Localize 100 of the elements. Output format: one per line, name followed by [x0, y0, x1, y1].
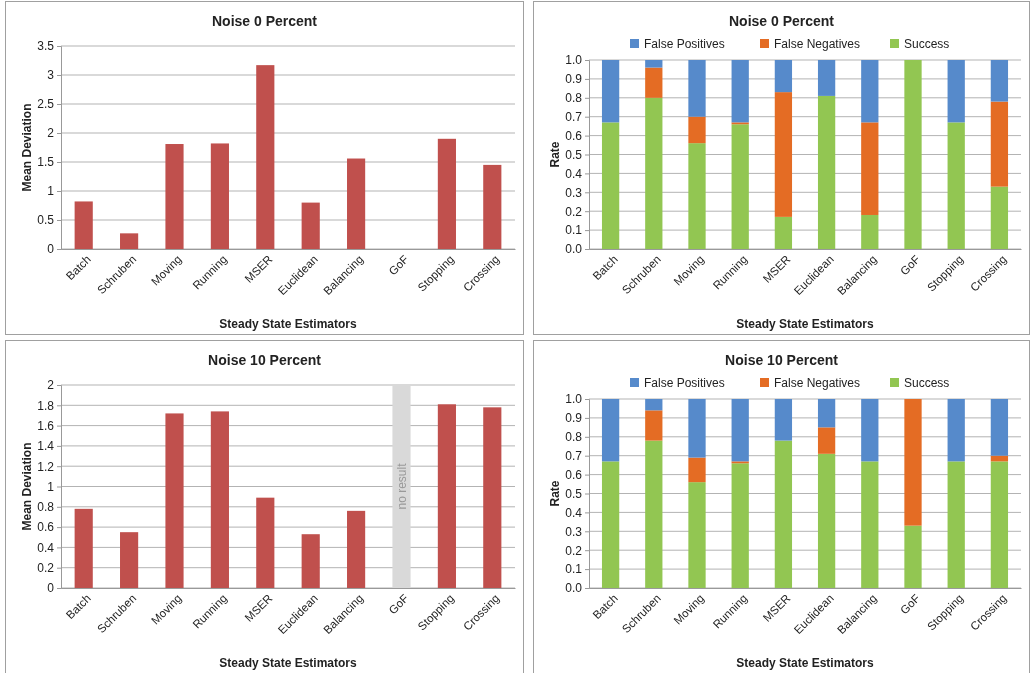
- bar: [904, 525, 922, 588]
- bar: [688, 399, 706, 458]
- y-tick-label: 0.4: [565, 166, 583, 181]
- y-tick-label: 0.1: [565, 562, 583, 577]
- y-tick-label: 0: [47, 581, 55, 596]
- y-tick-label: 0.7: [565, 110, 583, 125]
- y-tick-label: 0.0: [565, 581, 583, 596]
- bar: [645, 60, 663, 68]
- legend-label: False Positives: [644, 37, 725, 51]
- bar: [74, 508, 93, 588]
- bar: [74, 201, 93, 249]
- y-tick-label: 0.8: [565, 430, 583, 445]
- bar: [688, 116, 706, 144]
- y-tick-label: 0.4: [37, 540, 55, 555]
- y-tick-label: 0.9: [565, 72, 583, 87]
- bar: [731, 399, 749, 462]
- y-tick-label: 0.6: [565, 467, 583, 482]
- bar: [817, 453, 836, 588]
- bar: [120, 532, 139, 588]
- bar: [731, 463, 749, 588]
- y-axis-title: Mean Deviation: [20, 442, 34, 531]
- bar: [817, 427, 836, 454]
- y-tick-label: 2: [47, 126, 55, 141]
- bar: [256, 497, 275, 588]
- bar: [731, 124, 749, 249]
- y-tick-label: 0.5: [565, 147, 583, 162]
- y-tick-label: 0.6: [565, 128, 583, 143]
- bar: [165, 413, 184, 588]
- bar: [817, 399, 836, 428]
- x-axis-title: Steady State Estimators: [736, 317, 875, 331]
- x-axis-title: Steady State Estimators: [219, 656, 358, 670]
- bar: [210, 143, 229, 249]
- y-axis-title: Mean Deviation: [20, 103, 34, 192]
- y-tick-label: 3: [47, 68, 55, 83]
- bar: [645, 399, 663, 411]
- bar: [731, 60, 749, 123]
- bar: [301, 202, 320, 249]
- legend-label: False Negatives: [774, 37, 861, 51]
- bar: [645, 67, 663, 98]
- bar: [437, 138, 456, 249]
- bar: [437, 404, 456, 588]
- bar: [165, 144, 184, 249]
- chart-title: Noise 0 Percent: [211, 13, 318, 29]
- x-tick-label: GoF: [386, 253, 411, 278]
- y-tick-label: 0.6: [37, 520, 55, 535]
- bar: [256, 65, 275, 249]
- bar: [990, 186, 1009, 249]
- bar: [301, 534, 320, 588]
- y-tick-label: 2: [47, 378, 55, 393]
- x-axis-title: Steady State Estimators: [219, 317, 358, 331]
- bar: [861, 399, 879, 462]
- y-tick-label: 0.1: [565, 223, 583, 238]
- bar: [774, 92, 793, 217]
- x-tick-label: GoF: [386, 592, 411, 617]
- y-tick-label: 1.8: [37, 398, 55, 413]
- bar: [817, 95, 836, 249]
- bar: [861, 461, 879, 588]
- y-tick-label: 3.5: [37, 39, 55, 54]
- chart-title: Noise 10 Percent: [208, 352, 322, 368]
- y-tick-label: 0.4: [565, 505, 583, 520]
- y-tick-label: 1.5: [37, 155, 55, 170]
- bar: [688, 457, 706, 483]
- chart-title: Noise 10 Percent: [725, 352, 839, 368]
- y-axis-title: Rate: [548, 480, 562, 507]
- y-tick-label: 0.8: [565, 91, 583, 106]
- bar: [904, 399, 922, 526]
- y-tick-label: 0.2: [565, 204, 583, 219]
- bar: [947, 399, 965, 462]
- bar: [688, 482, 706, 588]
- bar: [904, 60, 922, 249]
- bar: [347, 158, 366, 249]
- bar: [990, 101, 1009, 187]
- bar: [774, 399, 793, 441]
- y-tick-label: 0.2: [565, 543, 583, 558]
- y-tick-label: 1.0: [565, 392, 583, 407]
- bar: [688, 60, 706, 117]
- bar: [861, 122, 879, 215]
- bar: [774, 216, 793, 249]
- y-tick-label: 1.2: [37, 459, 55, 474]
- bar: [947, 461, 965, 588]
- y-tick-label: 1.0: [565, 53, 583, 68]
- bar: [483, 407, 502, 588]
- bar: [645, 440, 663, 588]
- x-axis-title: Steady State Estimators: [736, 656, 875, 670]
- legend-label: False Negatives: [774, 376, 861, 390]
- bar: [210, 411, 229, 588]
- bar: [947, 60, 965, 123]
- bar: [688, 143, 706, 249]
- y-tick-label: 1.6: [37, 418, 55, 433]
- y-tick-label: 0.7: [565, 449, 583, 464]
- y-tick-label: 0.9: [565, 411, 583, 426]
- y-tick-label: 0.0: [565, 242, 583, 257]
- band-label: no result: [394, 462, 409, 510]
- bar: [990, 60, 1009, 102]
- y-tick-label: 0.3: [565, 524, 583, 539]
- bar: [947, 122, 965, 249]
- legend-label: False Positives: [644, 376, 725, 390]
- bar: [645, 97, 663, 249]
- bar: [861, 60, 879, 123]
- bar: [601, 399, 620, 462]
